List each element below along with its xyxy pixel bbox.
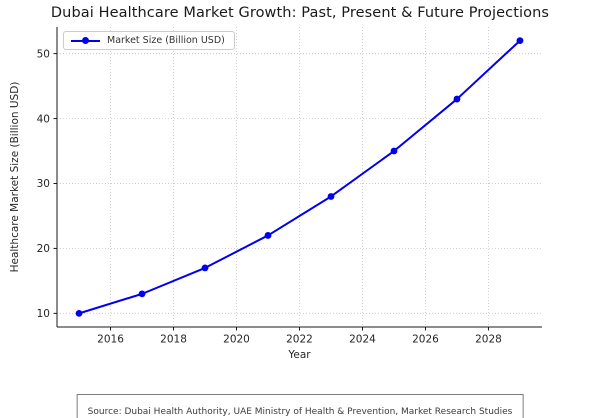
data-point-marker bbox=[516, 37, 524, 45]
x-tick-label: 2028 bbox=[475, 334, 502, 346]
x-tick-label: 2024 bbox=[349, 334, 376, 346]
x-tick-label: 2026 bbox=[412, 334, 439, 346]
x-axis-label: Year bbox=[287, 349, 311, 361]
data-point-marker bbox=[327, 193, 335, 200]
y-tick-label: 30 bbox=[37, 178, 50, 190]
chart-title: Dubai Healthcare Market Growth: Past, Pr… bbox=[50, 5, 550, 21]
y-tick-label: 50 bbox=[37, 48, 50, 60]
legend-line-marker-icon bbox=[71, 36, 100, 45]
series-line bbox=[78, 39, 521, 315]
data-point-marker bbox=[201, 264, 209, 272]
legend: Market Size (Billion USD) bbox=[63, 31, 235, 50]
x-tick-label: 2018 bbox=[160, 334, 187, 346]
y-tick-label: 10 bbox=[37, 308, 50, 320]
x-tick-label: 2022 bbox=[286, 334, 313, 346]
plot-area: 2016 2018 2020 2022 2024 2026 2028 10 20 30 40 50 bbox=[37, 27, 542, 346]
x-tick-label: 2020 bbox=[223, 334, 250, 346]
data-point-marker bbox=[264, 232, 272, 239]
y-tick-label: 20 bbox=[37, 243, 50, 255]
y-axis-label: Healthcare Market Size (Billion USD) bbox=[9, 82, 21, 273]
data-point-marker bbox=[390, 147, 398, 155]
chart-svg: 2016 2018 2020 2022 2024 2026 2028 10 20 30 40 50 Y… bbox=[9, 27, 542, 361]
data-point-marker bbox=[453, 95, 461, 103]
legend-label: Market Size (Billion USD) bbox=[107, 35, 225, 46]
source-box: Source: Dubai Health Authority, UAE Mini… bbox=[76, 394, 524, 418]
data-point-marker bbox=[75, 309, 83, 317]
source-text: Source: Dubai Health Authority, UAE Mini… bbox=[87, 407, 513, 417]
data-point-marker bbox=[138, 290, 146, 298]
x-tick-label: 2016 bbox=[97, 334, 124, 346]
y-tick-label: 40 bbox=[37, 113, 50, 125]
